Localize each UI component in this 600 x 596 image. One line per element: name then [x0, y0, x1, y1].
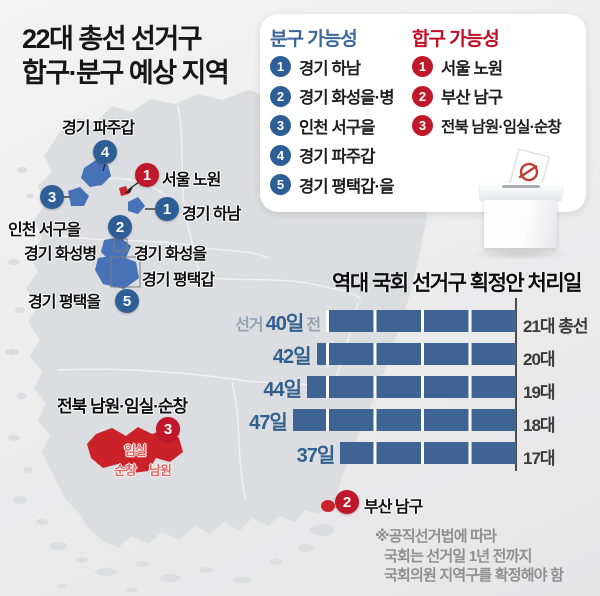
- legend-item: 2 경기 화성을·병: [270, 82, 395, 112]
- bar-value-label: 42일: [272, 345, 312, 368]
- bar-value-label: 37일: [296, 444, 336, 467]
- numbered-circle-icon: 1: [270, 56, 291, 78]
- map-badge-hwaseong: 2: [108, 215, 132, 239]
- legend-header-merge: 합구 가능성: [412, 29, 500, 50]
- islands: [5, 167, 334, 592]
- chart-title: 역대 국회 선거구 획정안 처리일: [332, 272, 583, 295]
- numbered-circle-icon: 3: [270, 115, 291, 137]
- footnote-line: ※공직선거법에 따라: [375, 528, 497, 545]
- region-jeonbuk-namwon-imsil-sunchang: [87, 427, 183, 473]
- bar-18th: [292, 409, 516, 431]
- numbered-circle-icon: 5: [270, 174, 291, 196]
- numbered-circle-icon: 4: [270, 144, 291, 166]
- numbered-circle-icon: 2: [270, 85, 291, 107]
- chart-row: 44일: [0, 376, 516, 401]
- region-label-namwon: 남원: [149, 463, 172, 478]
- ballot-paper-icon: [508, 148, 550, 196]
- map-label-seogu: 인천 서구을: [8, 222, 81, 239]
- chart-row: 42일: [0, 343, 516, 368]
- legend-item: 2 부산 남구: [412, 82, 561, 112]
- region-busan-namgu: [321, 500, 335, 512]
- region-pyeongtaek: [95, 255, 139, 289]
- map-badge-jeonbuk: 3: [156, 417, 180, 441]
- chart-row: 37일: [0, 442, 516, 467]
- legend-item: 5 경기 평택갑·을: [270, 170, 395, 200]
- ballot-box-shadow: [470, 248, 570, 260]
- chart-category-label: 20대: [523, 350, 556, 369]
- legend-split-list: 1 경기 하남 2 경기 화성을·병 3 인천 서구을 4 경기 파주갑 5 경…: [270, 52, 395, 200]
- bar-value-label: 44일: [263, 378, 302, 401]
- page-title-line1: 22대 총선 선거구: [22, 24, 203, 54]
- map-label-busan: 부산 남구: [364, 499, 423, 516]
- chart-row: 47일: [0, 409, 516, 434]
- legend-item: 3 인천 서구을: [270, 111, 394, 141]
- ballot-box-lid: [480, 183, 562, 200]
- legend-header-split: 분구 가능성: [270, 29, 358, 50]
- page-title-line2: 합구·분구 예상 지역: [22, 58, 230, 88]
- map-badge-pyeongtaek: 5: [115, 289, 139, 313]
- legend-item: 1 서울 노원: [412, 52, 561, 82]
- red-districts: [87, 186, 335, 512]
- footnote-line: 국회는 선거일 1년 전까지: [384, 547, 532, 565]
- bar-value-label: 선거 40일 전: [235, 312, 321, 335]
- map-label-nowon: 서울 노원: [162, 172, 221, 189]
- region-hanam: [128, 197, 145, 214]
- chart-category-label: 21대 총선: [523, 317, 589, 336]
- ballot-box-slot: [502, 185, 540, 188]
- map-label-pyeongtaek-eul: 경기 평택을: [28, 294, 101, 311]
- ballot-box-icon: [470, 148, 570, 266]
- bar-21st: [326, 310, 516, 332]
- chart-axis-line: [515, 298, 517, 471]
- map-badge-seogu: 3: [40, 185, 64, 209]
- map-label-pyeongtaek-gap: 경기 평택갑: [142, 272, 215, 289]
- region-label-sunchang: 순창: [114, 463, 137, 478]
- chart-category-label: 19대: [523, 383, 556, 402]
- bar-20th: [316, 343, 516, 365]
- bar-19th: [307, 376, 516, 398]
- numbered-circle-icon: 1: [412, 56, 433, 78]
- nowon-arrowhead: [124, 187, 133, 193]
- ballot-box-body: [484, 200, 557, 248]
- footnote-line: 국회의원 지역구를 확정해야 함: [384, 567, 564, 584]
- legend-merge-list: 1 서울 노원 2 부산 남구 3 전북 남원·임실·순창: [412, 52, 562, 141]
- legend-item: 1 경기 하남: [270, 52, 394, 82]
- legend-item: 4 경기 파주갑: [270, 141, 394, 171]
- region-paju: [81, 160, 111, 187]
- region-label-imsil: 임실: [124, 443, 147, 458]
- map-badge-hanam: 1: [155, 197, 179, 221]
- map-label-hwaseong-eul: 경기 화성을: [134, 246, 207, 263]
- bar-17th: [340, 442, 516, 464]
- chart-row: 선거 40일 전: [0, 310, 516, 335]
- map-label-hanam: 경기 하남: [182, 206, 241, 223]
- map-label-jeonbuk: 전북 남원·임실·순창: [57, 397, 188, 416]
- map-badge-paju: 4: [93, 140, 117, 164]
- region-incheon-seogu: [68, 187, 89, 206]
- page-title: 22대 총선 선거구 합구·분구 예상 지역: [22, 22, 230, 90]
- map-label-hwaseong-byeong: 경기 화성병: [24, 246, 97, 263]
- chart-category-label: 18대: [523, 416, 556, 435]
- map-badge-nowon: 1: [135, 163, 159, 187]
- chart-category-label: 17대: [523, 449, 556, 468]
- blue-districts: [68, 160, 145, 289]
- map-label-paju: 경기 파주갑: [62, 120, 135, 137]
- map-badge-busan: 2: [335, 490, 359, 514]
- region-nowon: [119, 186, 129, 196]
- footnote: ※공직선거법에 따라 국회는 선거일 1년 전까지 국회의원 지역구를 확정해야…: [375, 527, 564, 586]
- legend-item: 3 전북 남원·임실·순창: [412, 111, 562, 141]
- region-hwaseong: [101, 237, 131, 262]
- numbered-circle-icon: 2: [412, 85, 433, 107]
- bar-value-label: 47일: [249, 411, 288, 434]
- connector-lines: [58, 163, 155, 210]
- zoom-boxes: [110, 238, 141, 288]
- voting-stamp-icon: [518, 162, 539, 182]
- numbered-circle-icon: 3: [412, 115, 433, 137]
